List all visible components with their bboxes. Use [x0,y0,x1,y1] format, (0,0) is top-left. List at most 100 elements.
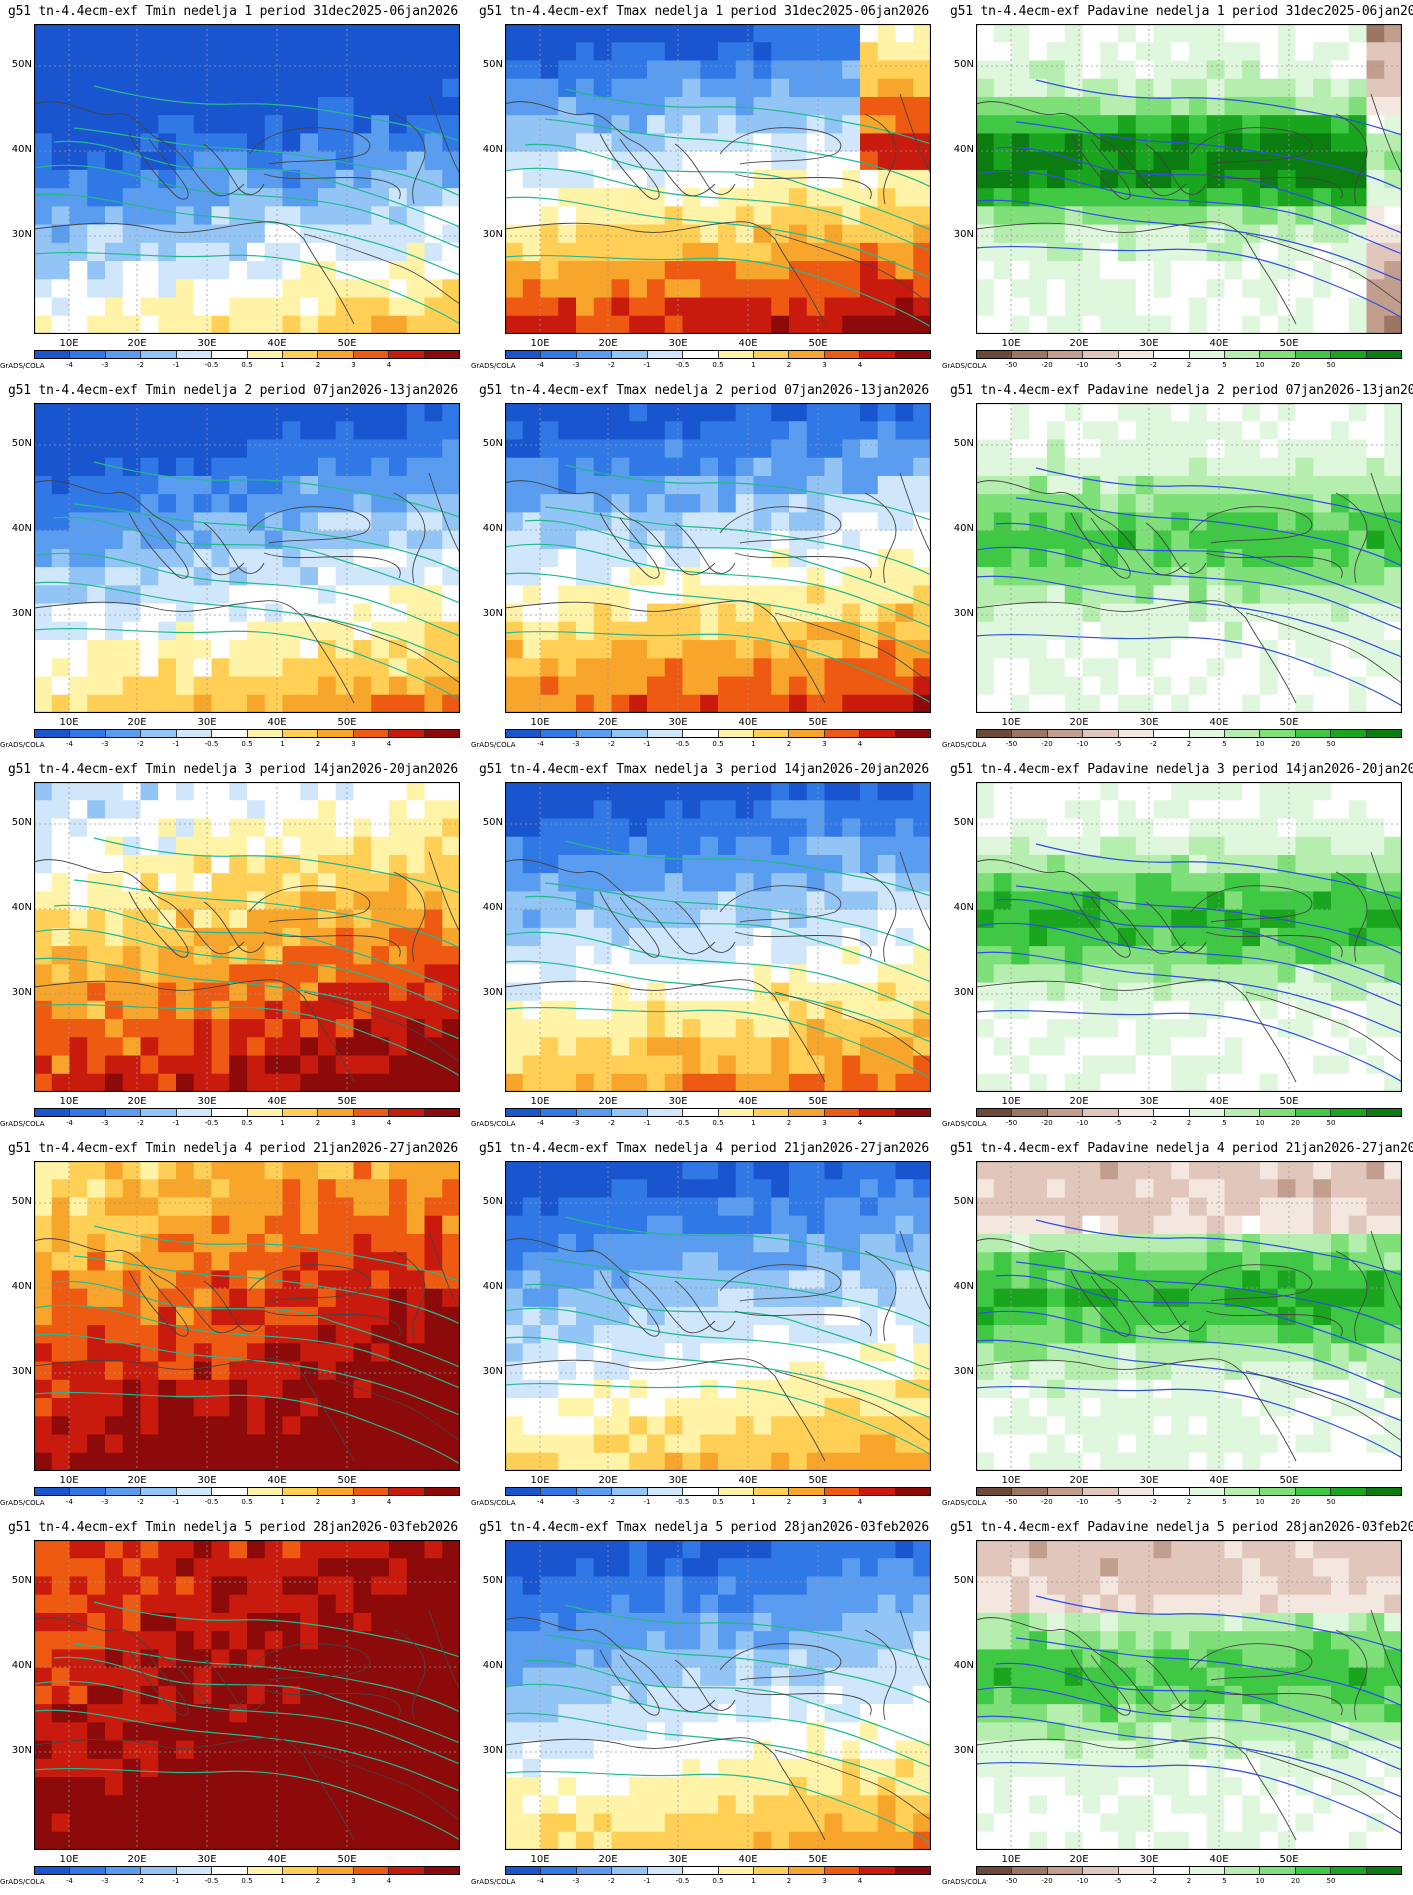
colorbar-label: 0.5 [241,1498,253,1506]
colorbar-segment [1260,1488,1296,1495]
lon-tick-label: 30E [668,1854,688,1865]
lon-tick-label: 50E [1279,338,1299,349]
forecast-map [976,24,1402,334]
colorbar-segment [895,1488,931,1495]
grads-credit: GrADS/COLA [0,1120,45,1128]
colorbar-label: 50 [1326,361,1336,369]
contour-lines [505,1216,931,1456]
colorbar-segment [647,1488,684,1495]
lat-tick-label: 40N [953,144,974,155]
colorbar-segment [1366,1867,1402,1874]
grads-credit: GrADS/COLA [0,362,45,370]
colorbar-label: -2 [1150,1498,1157,1506]
forecast-map [505,1540,931,1850]
colorbar-label: -50 [1005,361,1018,369]
colorbar-label: -0.5 [675,1877,690,1885]
lon-tick-label: 40E [738,1096,758,1107]
lon-tick-label: 20E [127,1854,147,1865]
colorbar-segment [1331,351,1367,358]
coastlines [34,851,460,1083]
graticule [34,1540,460,1850]
lat-tick-label: 50N [11,1196,32,1207]
colorbar-label: 1 [751,1877,756,1885]
graticule [505,782,931,1092]
lon-tick-label: 30E [668,338,688,349]
map-panel: g51 tn-4.4ecm-exf Tmax nedelja 2 period … [471,379,942,758]
colorbar [505,729,931,738]
colorbar-label: -2 [1150,361,1157,369]
lat-tick-label: 40N [482,523,503,534]
colorbar-segment [1224,1488,1261,1495]
colorbar-label: -3 [572,740,580,748]
lon-tick-label: 40E [1209,1854,1229,1865]
lon-tick-label: 20E [127,1096,147,1107]
lon-tick-label: 10E [1001,338,1021,349]
colorbar-segment [1047,351,1084,358]
anomaly-field [505,1161,931,1471]
colorbar-segment [753,1488,790,1495]
colorbar-segment [753,730,790,737]
anomaly-field [34,24,460,334]
map-panel: g51 tn-4.4ecm-exf Padavine nedelja 4 per… [942,1137,1413,1516]
contour-lines [505,1604,931,1844]
colorbar-segment [1366,1109,1402,1116]
grads-credit: GrADS/COLA [942,362,987,370]
colorbar-segment [612,1867,648,1874]
colorbar [976,729,1402,738]
colorbar-label: 0.5 [712,361,724,369]
colorbar-segment [353,730,390,737]
grads-credit: GrADS/COLA [0,741,45,749]
colorbar-label: 5 [1222,361,1227,369]
colorbar-segment [141,1488,177,1495]
lon-tick-label: 40E [738,717,758,728]
lon-tick-label: 50E [808,1096,828,1107]
colorbar-label: -1 [643,1498,651,1506]
contour-lines [976,79,1402,319]
lon-tick-label: 50E [808,1475,828,1486]
lat-tick-label: 40N [11,902,32,913]
graticule [976,1540,1402,1850]
colorbar-segment [105,730,142,737]
colorbar-segment [612,730,648,737]
colorbar-label: 4 [386,361,392,369]
colorbar-segment [824,730,861,737]
colorbar-label: -0.5 [204,1119,219,1127]
colorbar-segment [541,1488,577,1495]
colorbar-label: 3 [351,1119,356,1127]
colorbar-label: 0.5 [241,1877,253,1885]
graticule [34,403,460,713]
panel-title: g51 tn-4.4ecm-exf Padavine nedelja 2 per… [950,383,1413,398]
colorbar-segment [753,351,790,358]
colorbar-label: 0.5 [712,740,724,748]
colorbar-segment [105,1867,142,1874]
colorbar-segment [1118,351,1155,358]
colorbar-label: -3 [101,1498,109,1506]
panel-title: g51 tn-4.4ecm-exf Tmin nedelja 4 period … [8,1141,458,1156]
lat-tick-label: 30N [953,229,974,240]
colorbar-segment [1118,1109,1155,1116]
lon-tick-label: 10E [530,338,550,349]
colorbar-label: 2 [786,361,792,369]
lon-tick-label: 50E [337,1096,357,1107]
colorbar-segment [576,730,613,737]
colorbar-label: 0.5 [712,1877,724,1885]
colorbar-label: 1 [751,740,756,748]
panel-title: g51 tn-4.4ecm-exf Tmax nedelja 1 period … [479,4,929,19]
colorbar-segment [141,730,177,737]
colorbar-segment [1366,351,1402,358]
lon-tick-label: 30E [1139,1096,1159,1107]
lon-tick-label: 30E [197,717,217,728]
colorbar-segment [1224,351,1261,358]
colorbar-label: -10 [1076,361,1089,369]
panel-title: g51 tn-4.4ecm-exf Tmin nedelja 1 period … [8,4,458,19]
colorbar-label: 2 [786,1877,792,1885]
colorbar-segment [247,351,283,358]
colorbar-segment [1012,351,1048,358]
colorbar-label: 0.5 [712,1119,724,1127]
lon-tick-label: 30E [1139,717,1159,728]
coastlines [505,1230,931,1462]
colorbar-segment [789,1867,825,1874]
forecast-map [34,782,460,1092]
colorbar-segment [647,730,684,737]
colorbar-segment [506,1867,542,1874]
